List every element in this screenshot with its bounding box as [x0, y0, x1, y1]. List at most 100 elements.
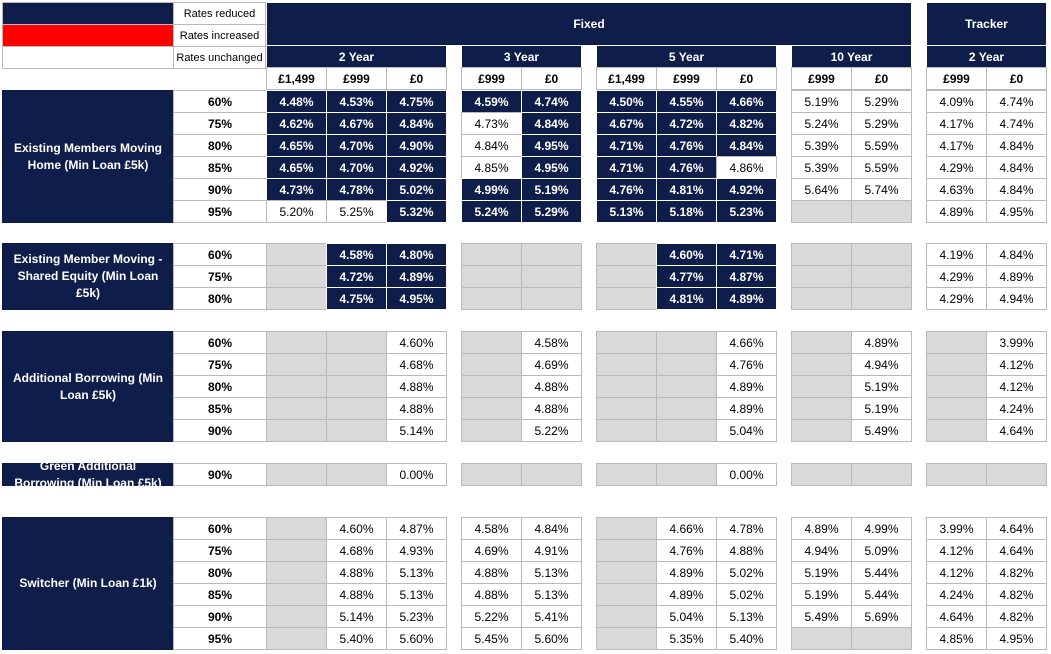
rate-cell	[596, 331, 657, 354]
rate-cell: 4.69%	[461, 539, 522, 562]
rate-cell: 5.59%	[851, 134, 912, 157]
rate-cell: 4.89%	[386, 265, 447, 288]
rate-cell: 4.87%	[716, 265, 777, 288]
rate-cell: 4.12%	[926, 561, 987, 584]
rate-cell: 5.39%	[791, 134, 852, 157]
rate-cell: 5.19%	[791, 561, 852, 584]
rate-cell: 4.73%	[461, 112, 522, 135]
rate-cell: 4.75%	[326, 287, 387, 310]
rate-cell: 4.84%	[521, 112, 582, 135]
rate-cell: 5.09%	[851, 539, 912, 562]
rate-cell	[926, 375, 987, 398]
rate-cell: 5.44%	[851, 583, 912, 606]
rate-cell	[266, 397, 327, 420]
rate-cell: 4.76%	[656, 156, 717, 179]
rate-cell	[851, 287, 912, 310]
rate-cell: 5.24%	[461, 200, 522, 223]
rate-cell: 5.13%	[521, 561, 582, 584]
ltv-label: 60%	[173, 517, 267, 540]
rate-cell	[266, 605, 327, 628]
ltv-label: 80%	[173, 287, 267, 310]
rate-cell	[986, 463, 1047, 486]
rate-cell: 4.84%	[521, 517, 582, 540]
rate-cell	[521, 243, 582, 266]
rate-cell: 4.89%	[851, 331, 912, 354]
rate-cell: 4.99%	[461, 178, 522, 201]
rate-cell: 5.40%	[716, 627, 777, 650]
rate-cell	[461, 331, 522, 354]
rate-cell: 4.64%	[986, 539, 1047, 562]
rate-cell: 5.29%	[521, 200, 582, 223]
rate-cell: 5.04%	[716, 419, 777, 442]
rate-cell: 5.44%	[851, 561, 912, 584]
rate-cell	[791, 463, 852, 486]
rate-cell: 4.66%	[656, 517, 717, 540]
rate-cell: 4.74%	[521, 90, 582, 113]
rate-cell: 5.45%	[461, 627, 522, 650]
rate-cell: 5.19%	[791, 583, 852, 606]
rate-cell	[851, 627, 912, 650]
rate-cell: 4.29%	[926, 156, 987, 179]
rate-cell	[596, 265, 657, 288]
rate-cell: 5.02%	[386, 178, 447, 201]
rate-cell: 4.84%	[386, 112, 447, 135]
ltv-label: 80%	[173, 561, 267, 584]
rate-cell: 5.49%	[851, 419, 912, 442]
rate-cell: 5.13%	[716, 605, 777, 628]
section-title: Green Additional Borrowing (Min Loan £5k…	[2, 459, 174, 490]
ltv-label: 90%	[173, 605, 267, 628]
rate-cell: 4.81%	[656, 178, 717, 201]
rate-cell	[926, 397, 987, 420]
rate-cell	[266, 539, 327, 562]
rate-cell: 4.76%	[596, 178, 657, 201]
rate-cell: 4.74%	[986, 90, 1047, 113]
rate-cell: 4.78%	[716, 517, 777, 540]
rate-cell	[266, 627, 327, 650]
rate-cell	[326, 375, 387, 398]
rate-cell: 5.40%	[326, 627, 387, 650]
ltv-label: 95%	[173, 200, 267, 223]
term-header: 10 Year	[791, 45, 912, 68]
rate-cell: 4.84%	[461, 134, 522, 157]
rate-cell: 5.29%	[851, 112, 912, 135]
rate-cell: 4.90%	[386, 134, 447, 157]
rate-cell	[596, 243, 657, 266]
ltv-label: 80%	[173, 375, 267, 398]
rate-cell: 4.70%	[326, 134, 387, 157]
legend-swatch-1	[2, 24, 174, 47]
ltv-label: 60%	[173, 331, 267, 354]
ltv-label: 90%	[173, 178, 267, 201]
rate-cell: 4.89%	[926, 200, 987, 223]
rate-cell: 4.87%	[386, 517, 447, 540]
rate-cell: 5.02%	[716, 561, 777, 584]
rate-cell: 4.72%	[656, 112, 717, 135]
rate-cell: 4.29%	[926, 287, 987, 310]
rate-cell	[791, 419, 852, 442]
rate-cell	[791, 353, 852, 376]
rate-cell: 4.12%	[986, 375, 1047, 398]
rate-cell: 5.14%	[386, 419, 447, 442]
rate-cell	[266, 265, 327, 288]
rate-cell	[596, 539, 657, 562]
rate-cell	[461, 353, 522, 376]
rate-cell	[596, 561, 657, 584]
rate-cell	[596, 517, 657, 540]
rate-cell: 4.74%	[986, 112, 1047, 135]
rate-cell: 4.89%	[656, 561, 717, 584]
rate-cell: 4.64%	[926, 605, 987, 628]
rate-cell: 4.88%	[521, 375, 582, 398]
rate-cell	[461, 265, 522, 288]
rate-cell: 4.85%	[926, 627, 987, 650]
rate-cell: 4.50%	[596, 90, 657, 113]
fee-header: £999	[326, 67, 387, 90]
rate-cell: 4.88%	[386, 397, 447, 420]
rate-cell: 5.35%	[656, 627, 717, 650]
rate-cell: 4.19%	[926, 243, 987, 266]
ltv-label: 75%	[173, 539, 267, 562]
rate-cell	[596, 397, 657, 420]
rate-cell: 4.93%	[386, 539, 447, 562]
rate-cell: 4.95%	[521, 156, 582, 179]
rate-cell: 4.88%	[461, 561, 522, 584]
rate-cell	[791, 375, 852, 398]
rate-cell: 4.64%	[986, 419, 1047, 442]
